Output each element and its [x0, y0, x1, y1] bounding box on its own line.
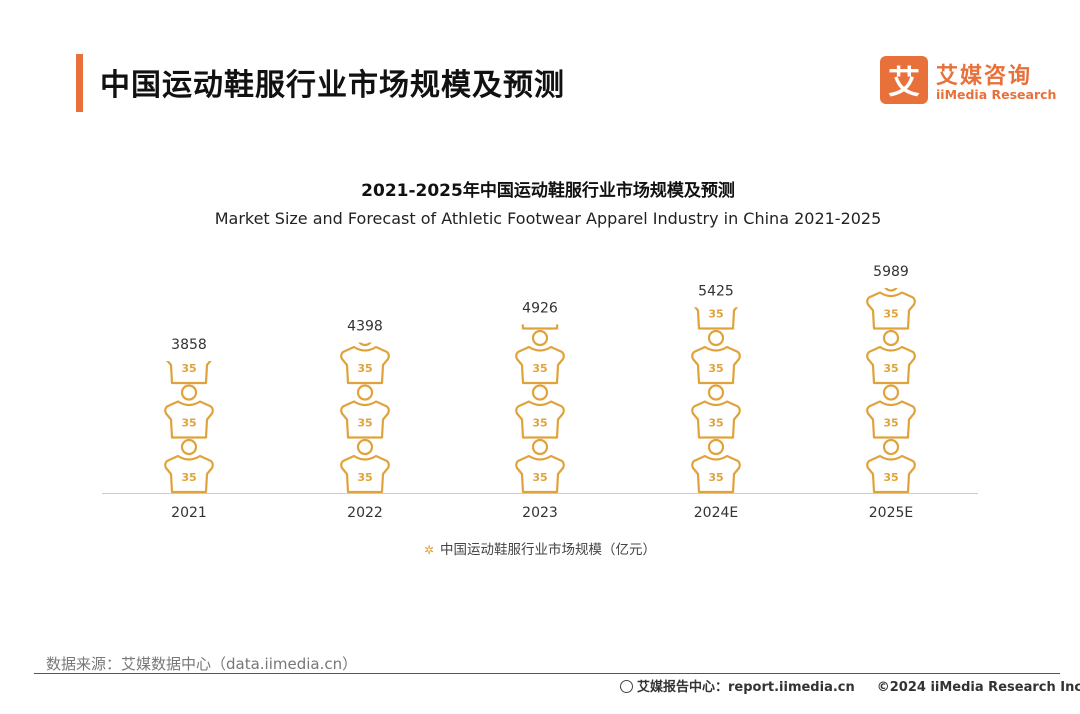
logo-mark: 艾 [880, 56, 928, 104]
svg-text:35: 35 [883, 308, 898, 321]
svg-text:35: 35 [532, 417, 547, 430]
svg-text:35: 35 [883, 471, 898, 484]
svg-text:35: 35 [181, 417, 196, 430]
legend-label: 中国运动鞋服行业市场规模（亿元） [440, 542, 657, 558]
x-tick-2023: 2023 [522, 505, 558, 521]
globe-icon [620, 680, 633, 693]
chart-subtitle: Market Size and Forecast of Athletic Foo… [214, 209, 882, 228]
svg-text:35: 35 [883, 417, 898, 430]
svg-text:35: 35 [708, 471, 723, 484]
data-label-2023: 4926 [522, 300, 558, 316]
logo-name-cn: 艾媒咨询 [936, 64, 1033, 89]
bar-2024E: 35 35 35 35 35 [691, 253, 741, 494]
svg-text:35: 35 [181, 308, 196, 321]
svg-text:35: 35 [357, 471, 372, 484]
legend-jersey-icon: ✲ [423, 543, 435, 557]
svg-text:35: 35 [708, 362, 723, 375]
svg-text:35: 35 [532, 362, 547, 375]
footer: 艾媒报告中心：report.iimedia.cn ©2024 iiMedia Re… [620, 676, 1080, 695]
chart-title: 2021-2025年中国运动鞋服行业市场规模及预测 [361, 181, 735, 201]
svg-text:35: 35 [532, 253, 547, 266]
svg-text:35: 35 [708, 417, 723, 430]
svg-text:35: 35 [532, 471, 547, 484]
data-label-2022: 4398 [347, 318, 383, 334]
data-label-2025E: 5989 [873, 264, 909, 280]
title-accent-bar [76, 54, 83, 112]
svg-text:35: 35 [181, 362, 196, 375]
bar-2021: 35 35 35 35 [164, 308, 214, 494]
copyright: ©2024 iiMedia Research Inc [876, 680, 1080, 695]
source-note: 数据来源：艾媒数据中心（data.iimedia.cn） [46, 655, 358, 673]
data-label-2024E: 5425 [698, 283, 734, 299]
svg-text:35: 35 [883, 362, 898, 375]
legend: ✲ 中国运动鞋服行业市场规模（亿元） [0, 538, 1080, 558]
svg-text:35: 35 [708, 253, 723, 266]
svg-text:35: 35 [708, 308, 723, 321]
x-tick-2025E: 2025E [869, 505, 913, 521]
svg-text:35: 35 [181, 471, 196, 484]
x-tick-2022: 2022 [347, 505, 383, 521]
x-tick-2021: 2021 [171, 505, 207, 521]
svg-text:35: 35 [357, 417, 372, 430]
logo: 艾 艾媒咨询 iiMedia Research [880, 56, 1056, 108]
page-title: 中国运动鞋服行业市场规模及预测 [100, 68, 565, 103]
logo-name-en: iiMedia Research [936, 87, 1057, 102]
data-label-2021: 3858 [171, 337, 207, 353]
svg-text:35: 35 [357, 362, 372, 375]
footer-divider [34, 673, 1060, 674]
x-tick-2024E: 2024E [694, 505, 738, 521]
report-center-link[interactable]: 艾媒报告中心：report.iimedia.cn [637, 680, 855, 695]
